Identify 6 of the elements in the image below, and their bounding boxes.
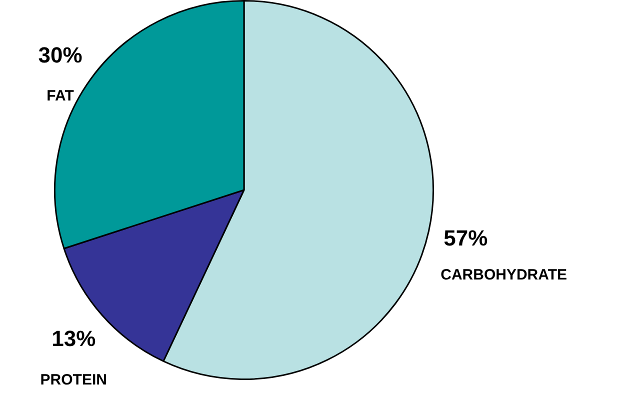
slice-label: PROTEIN [40,371,107,388]
data-label: 30% [38,42,82,68]
slice-label: CARBOHYDRATE [440,266,568,284]
slice-label: FAT [46,88,74,105]
data-label: 13% [52,326,96,352]
data-label: 57% [444,226,488,251]
